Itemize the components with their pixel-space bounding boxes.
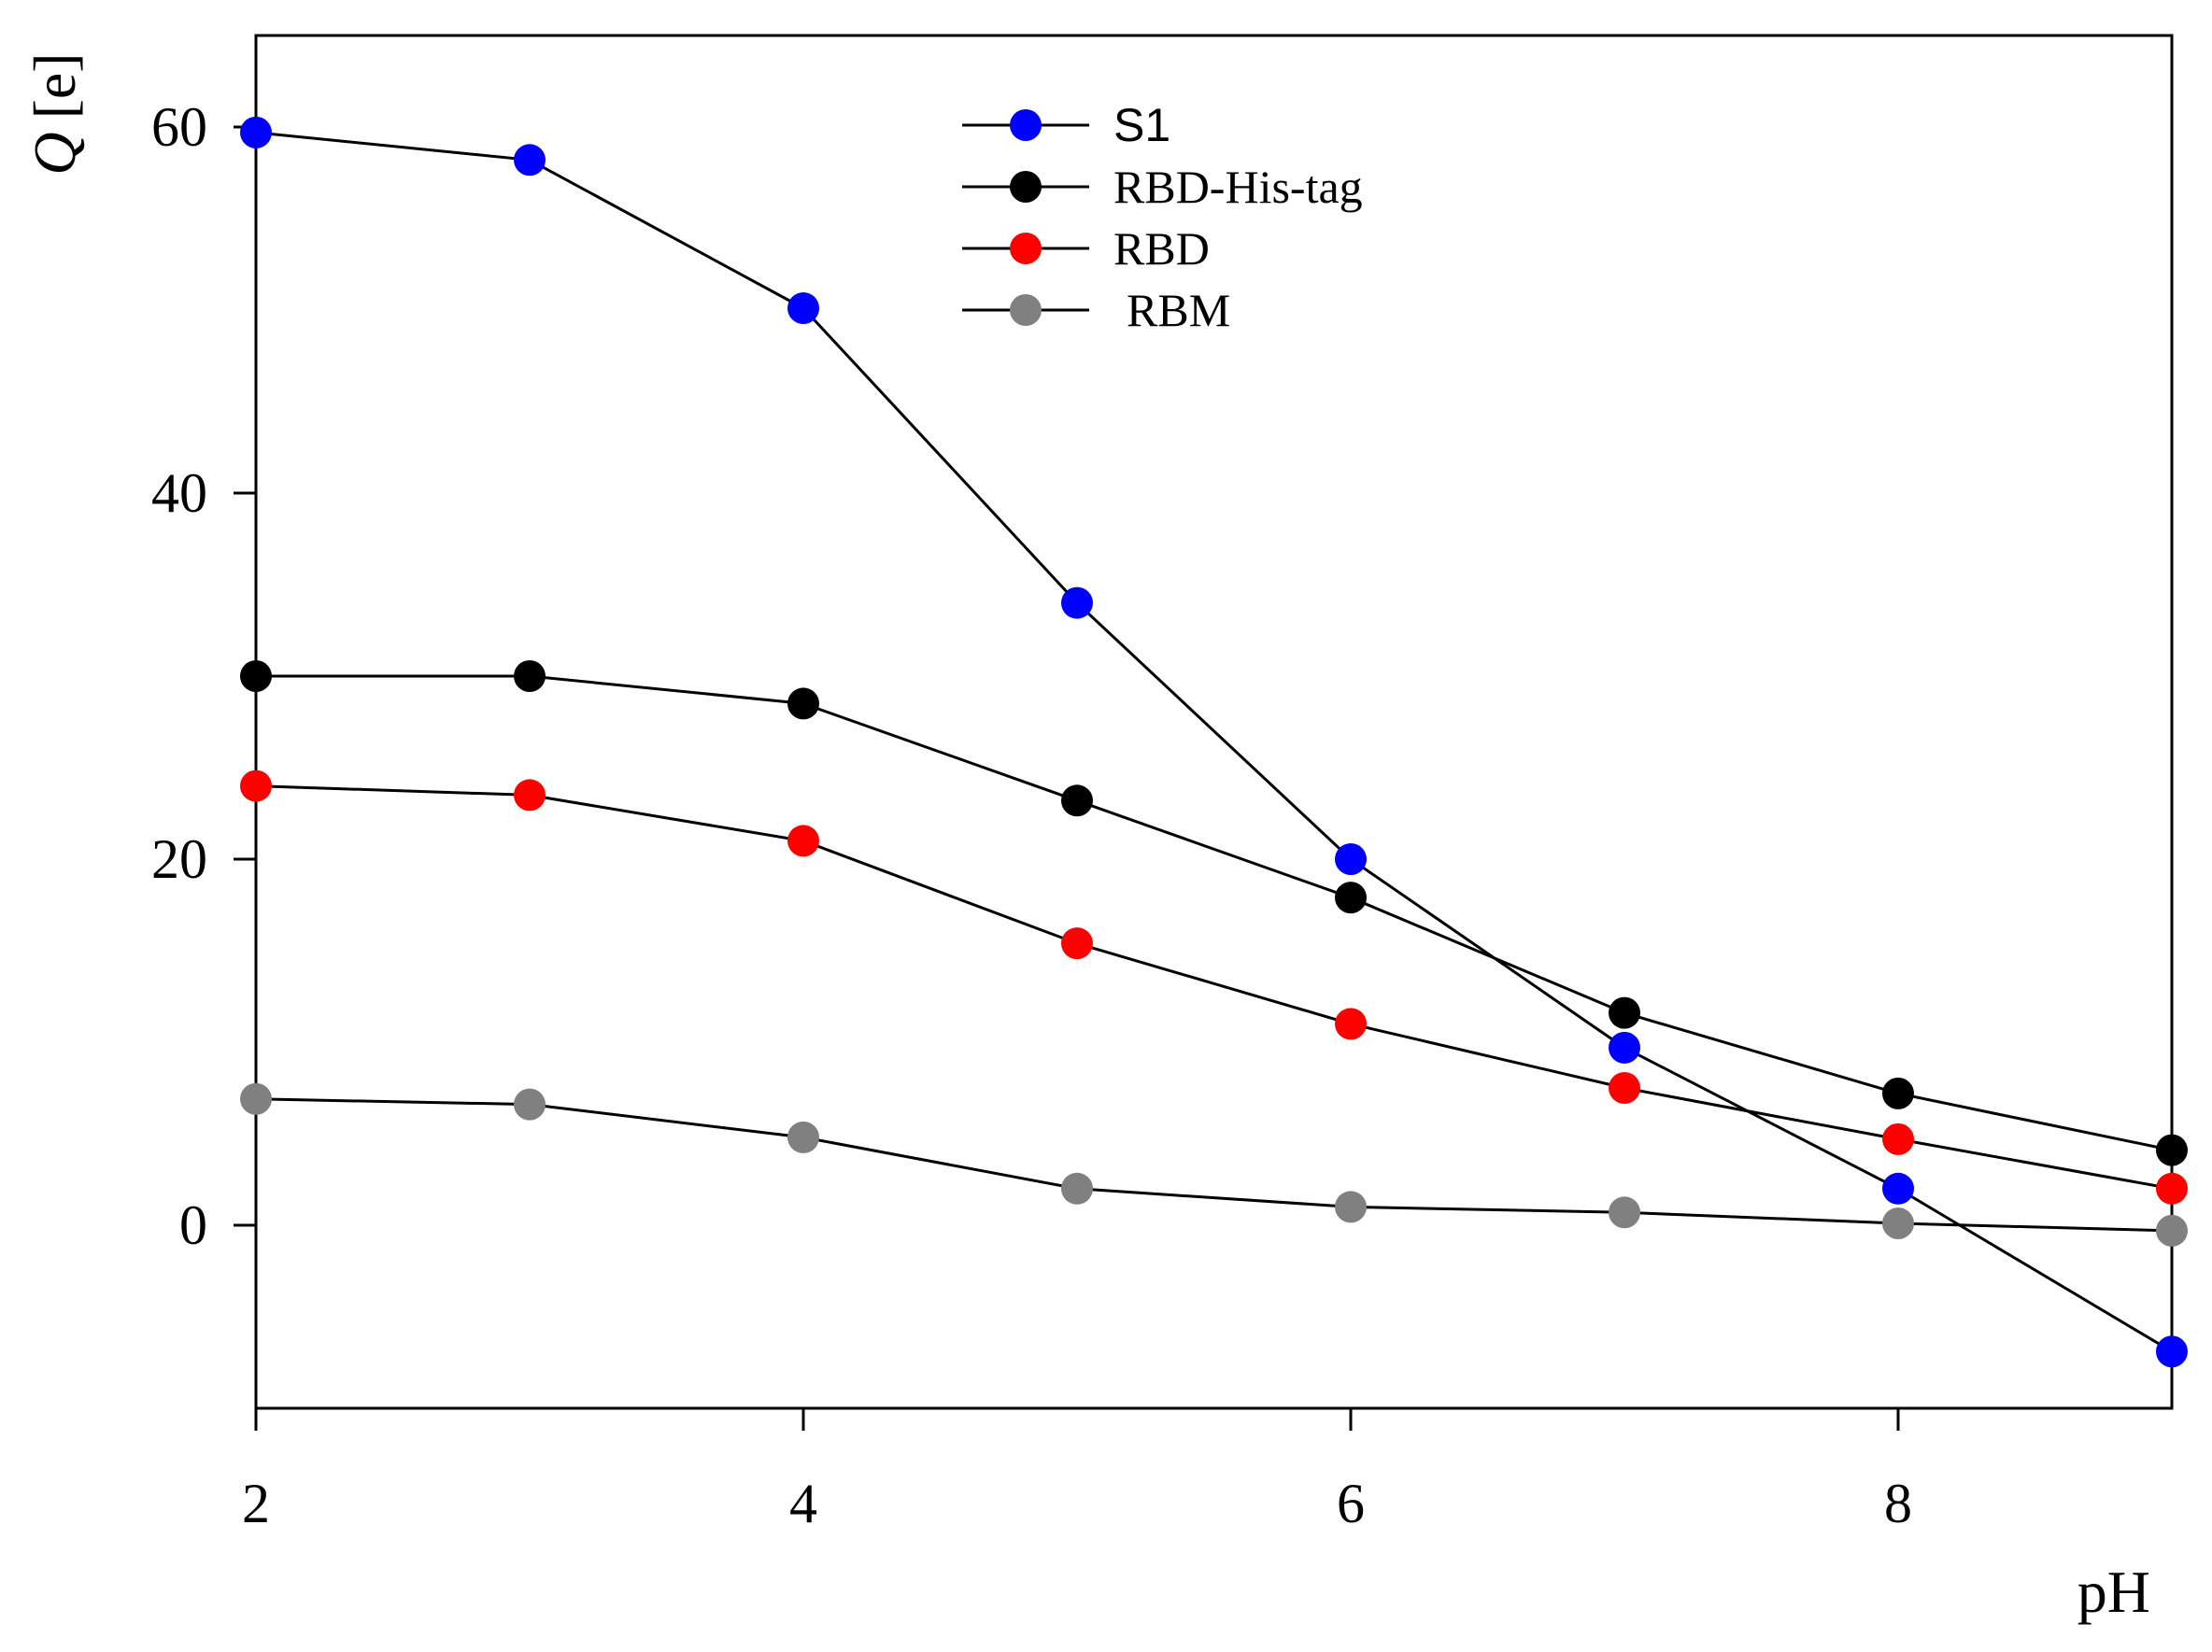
- point-rbd-ph-7: [1609, 1072, 1640, 1104]
- point-rbm-ph-3: [514, 1088, 546, 1121]
- y-tick-label-60: 60: [151, 96, 207, 158]
- point-s1-ph-4: [787, 292, 819, 325]
- point-s1-ph-6: [1335, 843, 1367, 875]
- point-rbm-ph-6: [1335, 1191, 1367, 1223]
- point-rbd-his-tag-ph-4: [787, 687, 819, 720]
- point-rbm-ph-2: [240, 1082, 272, 1115]
- point-rbd-his-tag-ph-7: [1609, 996, 1640, 1029]
- point-rbd-his-tag-ph-9: [2156, 1134, 2188, 1166]
- legend-label-rbm: RBM: [1127, 284, 1230, 336]
- y-axis-title: Q [e]: [21, 52, 88, 175]
- y-tick-label-20: 20: [151, 828, 207, 890]
- point-rbd-his-tag-ph-2: [240, 660, 272, 692]
- series-layer: [240, 116, 2188, 1368]
- point-s1-ph-2: [240, 116, 272, 148]
- legend: S1 RBD-His-tag RBD RBM: [962, 99, 1363, 336]
- legend-label-rbd-his-tag: RBD-His-tag: [1113, 161, 1363, 213]
- point-rbd-his-tag-ph-3: [514, 660, 546, 692]
- point-s1-ph-8: [1882, 1172, 1914, 1205]
- point-rbd-ph-5: [1061, 927, 1093, 960]
- point-s1-ph-5: [1061, 586, 1093, 619]
- legend-marker-s1: [1010, 109, 1042, 141]
- legend-label-rbd: RBD: [1113, 222, 1210, 275]
- y-tick-label-40: 40: [151, 462, 207, 524]
- point-rbd-his-tag-ph-6: [1335, 882, 1367, 914]
- svg-text:Q[e]: Q [e]: [21, 52, 88, 175]
- x-tick-label-8: 8: [1884, 1473, 1912, 1534]
- point-rbd-ph-2: [240, 770, 272, 802]
- point-rbd-ph-3: [514, 779, 546, 812]
- legend-marker-rbd-his-tag: [1010, 171, 1042, 203]
- y-axis-title-unit: [e]: [21, 52, 88, 119]
- legend-marker-rbm: [1010, 294, 1042, 326]
- point-rbd-ph-6: [1335, 1008, 1367, 1040]
- y-tick-label-0: 0: [179, 1194, 207, 1256]
- point-rbd-his-tag-ph-8: [1882, 1077, 1914, 1109]
- point-rbm-ph-7: [1609, 1196, 1640, 1229]
- legend-label-s1: S1: [1113, 99, 1170, 151]
- series-line-rbm: [255, 1097, 2173, 1233]
- ticks-layer: 2 4 6 8 0 20 40 60: [151, 96, 1912, 1534]
- series-line-rbd: [255, 784, 2173, 1191]
- point-rbm-ph-8: [1882, 1207, 1914, 1240]
- point-rbm-ph-9: [2156, 1214, 2188, 1247]
- point-s1-ph-3: [514, 144, 546, 176]
- series-line-rbd-his-tag: [256, 674, 2173, 1152]
- legend-marker-rbd: [1010, 233, 1042, 264]
- point-rbd-ph-4: [787, 825, 819, 857]
- series-line-s1: [255, 131, 2173, 1353]
- plot-frame: [254, 34, 2174, 1410]
- x-axis-title: pH: [2077, 1559, 2150, 1625]
- x-tick-label-4: 4: [789, 1473, 817, 1534]
- point-rbm-ph-5: [1061, 1172, 1093, 1205]
- point-rbd-ph-9: [2156, 1172, 2188, 1205]
- point-rbd-ph-8: [1882, 1123, 1914, 1155]
- y-axis-title-symbol: Q: [21, 132, 88, 175]
- point-rbd-his-tag-ph-5: [1061, 784, 1093, 817]
- x-tick-label-6: 6: [1337, 1473, 1365, 1534]
- point-rbm-ph-4: [787, 1121, 819, 1153]
- point-s1-ph-9: [2156, 1335, 2188, 1368]
- x-tick-label-2: 2: [242, 1473, 270, 1534]
- point-s1-ph-7: [1609, 1031, 1640, 1064]
